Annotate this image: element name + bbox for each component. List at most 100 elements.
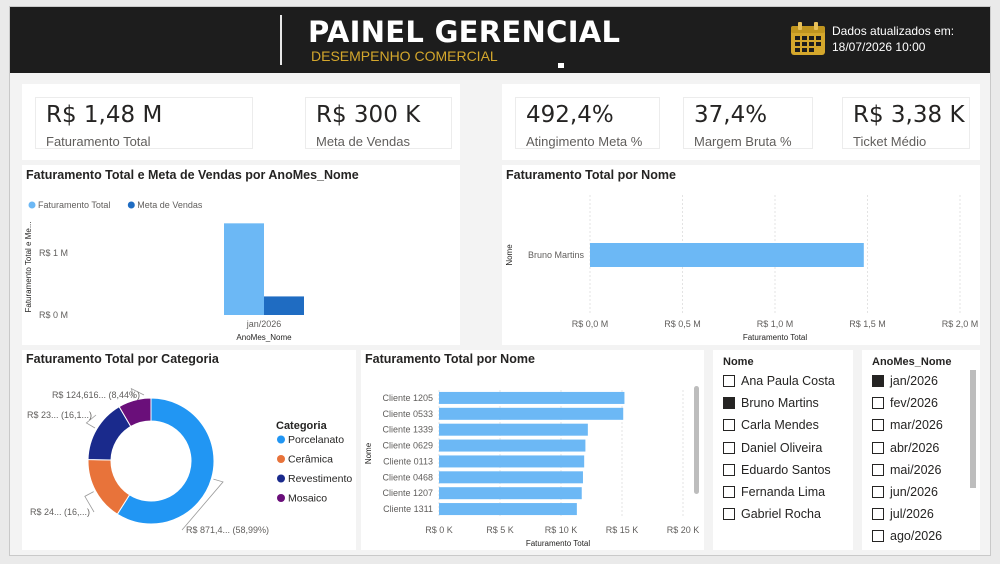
slicer-anomes-item[interactable]: jan/2026 [872, 370, 943, 392]
slicer-anomes[interactable]: AnoMes_Nome jan/2026 fev/2026 mar/2026 abr/… [862, 350, 980, 550]
x-axis-title: Faturamento Total [743, 333, 808, 342]
leader-line [84, 491, 95, 513]
checkbox[interactable] [872, 463, 884, 476]
chart-faturamento-por-nome[interactable]: Faturamento Total por Nome R$ 0,0 M R$ 0,… [502, 165, 980, 345]
x-tick-label: R$ 1,0 M [757, 319, 794, 329]
slicer-anomes-list: jan/2026 fev/2026 mar/2026 abr/2026 mai/2026… [872, 370, 943, 548]
kpi-card-ticket[interactable]: R$ 3,38 K Ticket Médio [842, 97, 970, 149]
y-tick-label: R$ 1 M [39, 248, 68, 258]
checkbox[interactable] [723, 397, 735, 410]
updated-label: Dados atualizados em: [832, 24, 955, 38]
donut-slice [116, 397, 215, 525]
chart-title: Faturamento Total por Nome [506, 168, 676, 182]
data-label: R$ 871,4... (58,99%) [186, 525, 269, 535]
checkbox[interactable] [723, 419, 735, 432]
checkbox[interactable] [872, 486, 884, 499]
slicer-title: Nome [723, 356, 754, 368]
x-tick-label: R$ 20 K [667, 525, 700, 535]
checkbox-label: Gabriel Rocha [741, 507, 821, 522]
checkbox[interactable] [723, 463, 735, 476]
legend-label: Cerâmica [288, 454, 333, 466]
kpi-card-meta[interactable]: R$ 300 K Meta de Vendas [305, 97, 452, 149]
checkbox-label: Carla Mendes [741, 418, 819, 433]
slicer-nome-item[interactable]: Daniel Oliveira [723, 437, 835, 459]
checkbox[interactable] [723, 441, 735, 454]
data-label: R$ 124,616... (8,44%) [52, 390, 140, 400]
checkbox[interactable] [872, 530, 884, 543]
chart-title: Faturamento Total e Meta de Vendas por A… [26, 168, 359, 182]
x-tick-label: R$ 0 K [425, 525, 453, 535]
slicer-anomes-item[interactable]: mai/2026 [872, 459, 943, 481]
updated-value: 18/07/2026 10:00 [832, 40, 926, 54]
slicer-nome-item[interactable]: Fernanda Lima [723, 481, 835, 503]
checkbox-label: ago/2026 [890, 529, 943, 544]
legend-marker [277, 435, 285, 444]
checkbox[interactable] [723, 375, 735, 388]
legend-marker [28, 201, 36, 209]
page-subtitle: DESEMPENHO COMERCIAL [311, 48, 498, 64]
chart-faturamento-meta-mes[interactable]: Faturamento Total e Meta de Vendas por A… [22, 165, 460, 345]
y-tick-label: Cliente 1207 [382, 488, 433, 498]
bar-meta [264, 296, 304, 315]
chart-plot: Faturamento Total Meta de Vendas R$ 0 M R$ … [24, 200, 304, 342]
chart-title: Faturamento Total por Categoria [26, 352, 219, 366]
slicer-nome-item[interactable]: Ana Paula Costa [723, 370, 835, 392]
bar [439, 439, 586, 452]
y-tick-label: Bruno Martins [528, 250, 585, 260]
slicer-nome[interactable]: Nome Ana Paula Costa Bruno Martins Carla M… [713, 350, 853, 550]
slicer-nome-item[interactable]: Eduardo Santos [723, 459, 835, 481]
slicer-anomes-item[interactable]: jun/2026 [872, 481, 943, 503]
slicer-title: AnoMes_Nome [872, 356, 952, 368]
slicer-nome-item[interactable]: Carla Mendes [723, 414, 835, 436]
x-tick-label: R$ 10 K [545, 525, 578, 535]
kpi-value: 37,4% [694, 102, 768, 128]
legend-label: Revestimento [288, 473, 352, 485]
kpi-card-faturamento[interactable]: R$ 1,48 M Faturamento Total [35, 97, 253, 149]
checkbox[interactable] [723, 508, 735, 521]
slicer-nome-item[interactable]: Bruno Martins [723, 392, 835, 414]
legend-marker [127, 201, 135, 209]
slicer-anomes-item[interactable]: jul/2026 [872, 503, 943, 525]
y-tick-label: Cliente 1205 [382, 393, 433, 403]
bar [439, 391, 625, 404]
page-title: PAINEL GERENCIAL [308, 15, 621, 49]
checkbox[interactable] [872, 508, 884, 521]
legend-label: Faturamento Total [38, 200, 110, 210]
checkbox[interactable] [872, 375, 884, 388]
slicer-anomes-item[interactable]: abr/2026 [872, 437, 943, 459]
slicer-anomes-item[interactable]: ago/2026 [872, 525, 943, 547]
legend-title: Categoria [276, 420, 328, 432]
x-tick-label: R$ 1,5 M [849, 319, 886, 329]
slicer-nome-item[interactable]: Gabriel Rocha [723, 503, 835, 525]
chart-plot: R$ 871,4... (58,99%) R$ 24... (16,...) R$ … [27, 387, 352, 535]
legend-label: Meta de Vendas [137, 200, 203, 210]
checkbox-label: Ana Paula Costa [741, 374, 835, 389]
checkbox[interactable] [872, 441, 884, 454]
checkbox[interactable] [872, 397, 884, 410]
kpi-value: R$ 3,38 K [853, 102, 965, 128]
x-tick-label: R$ 0,5 M [664, 319, 701, 329]
checkbox[interactable] [723, 486, 735, 499]
legend-marker [277, 474, 285, 483]
bar-faturamento [224, 223, 264, 315]
bar [439, 503, 577, 516]
slicer-nome-list: Ana Paula Costa Bruno Martins Carla Mendes… [723, 370, 835, 525]
legend-label: Porcelanato [288, 434, 344, 446]
chart-faturamento-por-categoria[interactable]: Faturamento Total por Categoria R$ 871,4… [22, 350, 356, 550]
kpi-label: Atingimento Meta % [526, 134, 643, 149]
legend-marker [277, 494, 285, 502]
x-tick-label: R$ 2,0 M [942, 319, 979, 329]
bar [439, 423, 588, 436]
legend-marker [277, 455, 285, 463]
kpi-card-margem[interactable]: 37,4% Margem Bruta % [683, 97, 813, 149]
kpi-card-atingimento[interactable]: 492,4% Atingimento Meta % [515, 97, 660, 149]
x-tick-label: R$ 5 K [486, 525, 514, 535]
checkbox-label: Bruno Martins [741, 396, 819, 411]
legend-label: Mosaico [288, 493, 327, 505]
scrollbar-thumb[interactable] [970, 370, 976, 488]
slicer-anomes-item[interactable]: mar/2026 [872, 414, 943, 436]
checkbox[interactable] [872, 419, 884, 432]
kpi-value: R$ 300 K [316, 102, 421, 128]
slicer-anomes-item[interactable]: fev/2026 [872, 392, 943, 414]
